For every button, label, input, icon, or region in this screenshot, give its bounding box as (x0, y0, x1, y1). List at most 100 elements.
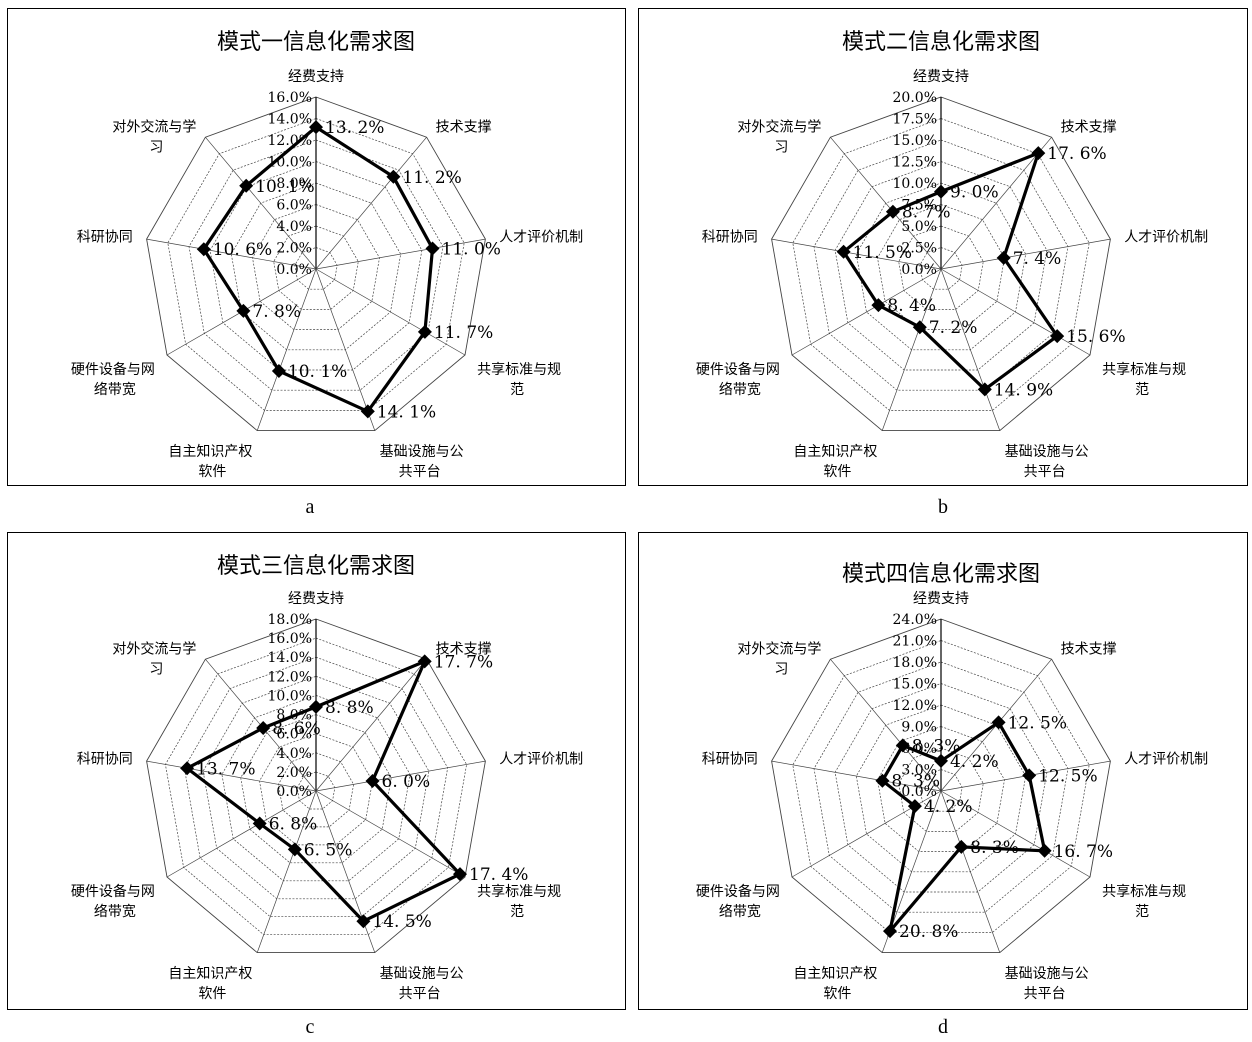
category-label-line: 范 (1135, 381, 1149, 398)
axis-tick-label: 24.0% (893, 612, 937, 628)
grid-ring (834, 683, 1048, 893)
category-label: 经费支持 (913, 69, 969, 85)
category-label-line: 共享标准与规 (1102, 361, 1186, 378)
category-label: 共享标准与规范 (477, 361, 561, 398)
data-label: 6. 0% (382, 772, 431, 792)
chart-title: 模式四信息化需求图 (842, 562, 1040, 587)
grid-ring (259, 733, 373, 846)
category-label: 硬件设备与网络带宽 (71, 361, 155, 398)
grid-spoke (940, 136, 1052, 270)
series-line (841, 150, 1060, 392)
category-label: 共享标准与规范 (477, 883, 561, 920)
data-point-marker (271, 364, 286, 378)
category-label-line: 对外交流与学 (737, 119, 821, 136)
category-label-line: 范 (1135, 903, 1149, 920)
data-point-marker (996, 250, 1011, 265)
axis-tick-label: 18.0% (893, 655, 937, 671)
chart-title: 模式一信息化需求图 (217, 30, 415, 55)
data-point-marker (836, 244, 851, 259)
grid-ring (183, 656, 449, 918)
category-label-line: 习 (149, 662, 163, 678)
axis-tick-label: 4.0% (276, 746, 312, 762)
grid-spoke (830, 136, 942, 270)
data-label: 13. 7% (196, 759, 255, 779)
category-label: 经费支持 (288, 591, 344, 607)
category-label-line: 共平台 (1024, 464, 1066, 480)
series-line (880, 720, 1047, 937)
grid-spoke (315, 268, 376, 431)
axis-tick-label: 2.5% (901, 241, 937, 257)
axis-tick-label: 18.0% (268, 612, 312, 628)
grid-spoke (771, 760, 942, 792)
axis-tick-label: 16.0% (268, 90, 312, 106)
category-label: 人才评价机制 (499, 752, 583, 768)
grid-spoke (315, 268, 466, 356)
category-label: 基础设施与公共平台 (380, 965, 464, 1002)
data-label: 12. 5% (1008, 713, 1067, 733)
grid-spoke (315, 658, 427, 792)
category-label-line: 自主知识产权 (168, 443, 252, 460)
axis-tick-label: 12.0% (268, 133, 312, 149)
grid-spoke (791, 268, 942, 356)
data-label: 11. 0% (442, 240, 501, 260)
grid-ring (221, 695, 411, 882)
data-point-marker (1050, 329, 1065, 344)
category-label: 经费支持 (913, 591, 969, 607)
data-label: 6. 8% (269, 815, 318, 835)
category-label: 对外交流与学习 (737, 119, 821, 156)
data-label: 11. 2% (402, 168, 461, 188)
category-label-line: 基础设施与公 (1005, 965, 1089, 982)
caption-a: a (305, 496, 315, 518)
category-label-line: 人才评价机制 (1124, 230, 1208, 246)
grid-ring (877, 726, 1005, 852)
data-label: 20. 8% (899, 922, 958, 942)
data-label: 17. 4% (469, 865, 528, 885)
axis-tick-label: 12.0% (893, 698, 937, 714)
data-label: 12. 5% (1038, 766, 1097, 786)
category-label-line: 经费支持 (288, 591, 344, 607)
grid-ring (792, 118, 1090, 411)
category-label-line: 共享标准与规 (477, 361, 561, 378)
data-point-marker (875, 773, 890, 788)
axis-tick-label: 10.0% (268, 688, 312, 704)
grid-ring (209, 161, 423, 371)
category-label-line: 科研协同 (77, 752, 133, 768)
axis-tick-label: 16.0% (268, 631, 312, 647)
grid-spoke (315, 238, 486, 270)
category-label-line: 习 (774, 140, 788, 156)
grid-spoke (940, 268, 1001, 431)
category-label: 经费支持 (288, 69, 344, 85)
category-label-line: 络带宽 (94, 903, 136, 920)
grid-ring (792, 640, 1090, 933)
chart-panel-a: 模式一信息化需求图 0.0% 2.0% 4.0% 6.0% 8.0% 10.0% 12.0% 1… (7, 8, 626, 486)
category-label: 技术支撑 (1061, 120, 1117, 136)
category-label-line: 经费支持 (913, 591, 969, 607)
grid-spoke (940, 790, 1091, 878)
grid-ring (877, 204, 1005, 330)
category-label: 人才评价机制 (1124, 230, 1208, 246)
grid-spoke (881, 268, 942, 431)
data-label: 17. 7% (434, 652, 493, 672)
grid-ring (919, 247, 963, 290)
axis-tick-label: 14.0% (268, 650, 312, 666)
category-label-line: 硬件设备与网 (71, 883, 155, 900)
data-point-marker (386, 169, 401, 184)
chart-panel-c: 模式三信息化需求图 0.0% 2.0% 4.0% 6.0% 8.0% 10.0% 12.0% 1… (7, 532, 626, 1010)
radar-chart-d: 模式四信息化需求图 0.0% 3.0% 6.0% 9.0% 12.0% 15.0% 18.0%… (696, 562, 1208, 1002)
chart-title: 模式三信息化需求图 (217, 554, 415, 579)
axis-tick-label: 12.5% (893, 155, 937, 171)
category-label-line: 络带宽 (719, 381, 761, 398)
category-label: 技术支撑 (436, 120, 492, 136)
grid-spoke (940, 790, 1001, 953)
data-label: 4. 2% (924, 797, 973, 817)
category-label: 自主知识产权软件 (168, 965, 252, 1002)
grid-ring (252, 204, 380, 330)
category-label: 科研协同 (702, 230, 758, 246)
grid-ring (240, 714, 392, 864)
axis-tick-label: 6.0% (276, 727, 312, 743)
category-label-line: 范 (510, 903, 524, 920)
grid-ring (230, 182, 402, 351)
grid-ring (278, 752, 354, 828)
data-point-marker (365, 774, 380, 788)
category-label-line: 人才评价机制 (1124, 752, 1208, 768)
